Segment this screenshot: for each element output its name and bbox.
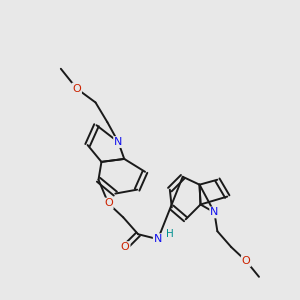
Text: H: H — [166, 229, 174, 239]
Text: O: O — [104, 199, 113, 208]
Text: O: O — [121, 242, 130, 252]
Text: N: N — [114, 137, 122, 147]
Text: N: N — [154, 234, 162, 244]
Text: O: O — [72, 84, 81, 94]
Text: N: N — [210, 207, 219, 218]
Text: O: O — [242, 256, 250, 266]
